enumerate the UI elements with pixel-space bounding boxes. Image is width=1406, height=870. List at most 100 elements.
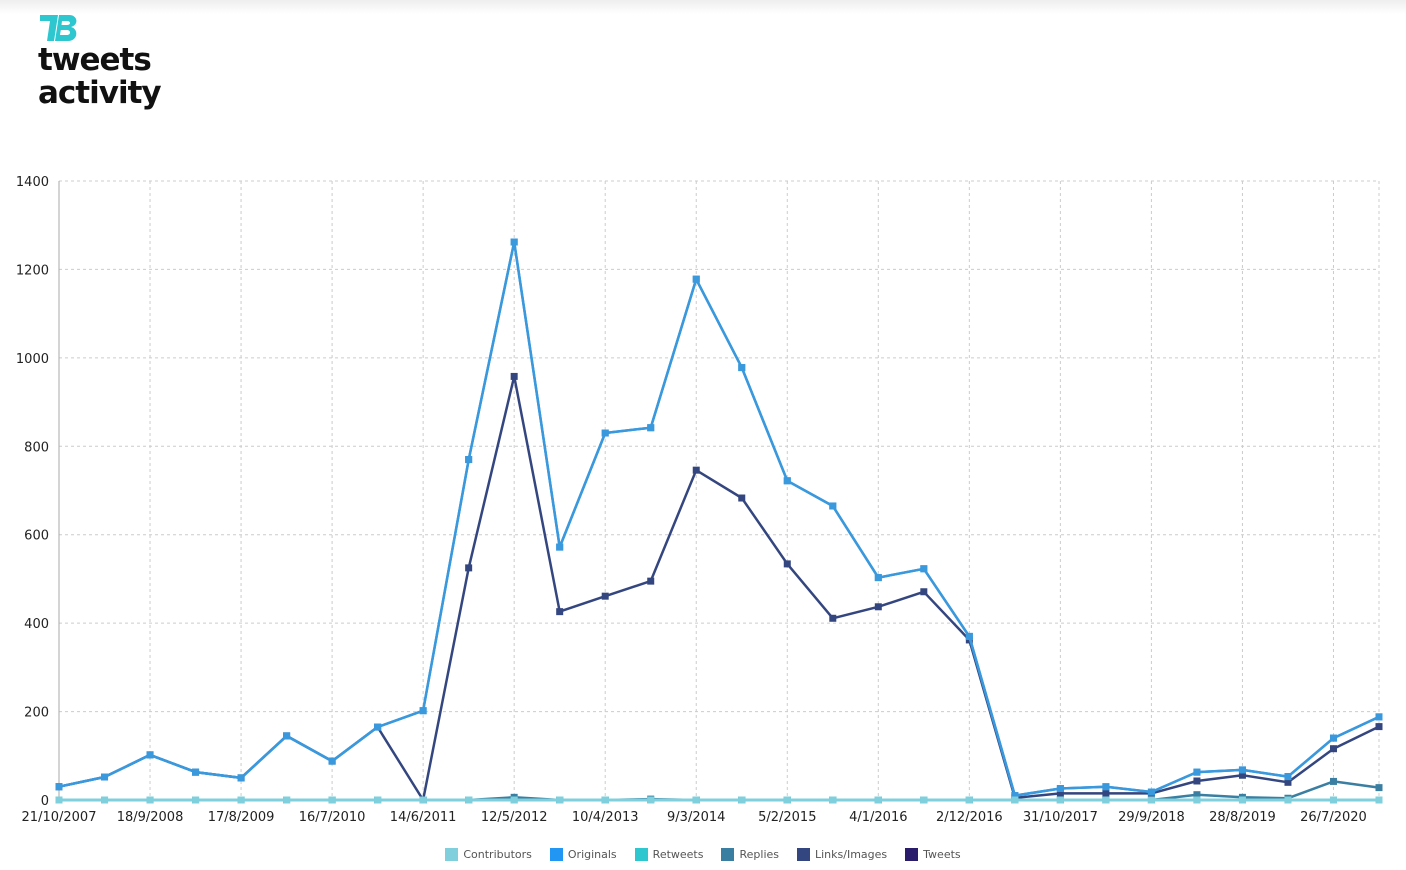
legend-swatch [445,848,459,861]
data-point-originals [374,723,382,731]
line-chart: 0 200 400 600 800 1000 1200 1400 21/10/2007 18/9/… [16,175,1383,825]
data-point-links-images [1284,778,1292,786]
x-tick-label: 2/12/2016 [936,810,1003,825]
data-point-links-images [1329,745,1337,753]
data-point-contributors [1011,796,1019,804]
y-tick-label: 1200 [16,263,49,278]
data-point-links-images [1193,777,1201,785]
data-point-originals [1102,783,1110,791]
data-point-originals [465,456,473,464]
x-tick-label: 29/9/2018 [1118,810,1185,825]
legend-label: Links/Images [815,848,888,861]
data-point-links-images [601,592,609,600]
data-point-contributors [1147,796,1155,804]
data-point-contributors [192,796,200,804]
series-contributors [55,796,1383,804]
data-point-contributors [1375,796,1383,804]
data-point-contributors [237,796,245,804]
legend-swatch [797,848,810,861]
data-point-links-images [465,564,473,572]
y-tick-label: 400 [24,617,49,632]
data-point-links-images [738,494,746,502]
data-point-originals [146,751,154,759]
legend-label: Tweets [923,848,961,861]
chart-axes: 0 200 400 600 800 1000 1200 1400 21/10/2007 18/9/… [16,175,1367,825]
data-point-links-images [647,577,655,585]
tb-logo-icon [40,15,77,41]
data-point-links-images [1056,789,1064,797]
legend-item-originals[interactable]: Originals [549,848,617,861]
data-point-links-images [692,466,700,474]
data-point-originals [419,707,427,715]
x-tick-label: 26/7/2020 [1300,810,1367,825]
data-point-originals [965,632,973,640]
data-point-originals [1056,785,1064,793]
data-point-links-images [1238,771,1246,779]
data-point-originals [237,774,245,782]
x-tick-label: 9/3/2014 [667,810,725,825]
x-tick-label: 5/2/2015 [758,810,816,825]
data-point-originals [874,574,882,582]
data-point-links-images [874,603,882,611]
data-point-contributors [1238,796,1246,804]
data-point-contributors [1284,796,1292,804]
y-tick-label: 1000 [16,352,49,367]
legend-label: Originals [567,848,617,861]
data-point-links-images [556,608,564,616]
data-point-contributors [328,796,336,804]
x-tick-label: 28/8/2019 [1209,810,1276,825]
data-point-replies [1193,791,1201,799]
legend-item-retweets[interactable]: Retweets [634,848,703,861]
data-point-links-images [1375,723,1383,731]
legend-label: Contributors [463,848,532,861]
x-tick-label: 17/8/2009 [208,810,275,825]
legend-item-contributors[interactable]: Contributors [445,848,532,861]
data-point-contributors [1102,796,1110,804]
x-tick-label: 31/10/2017 [1023,810,1098,825]
data-point-originals [1375,713,1383,721]
x-tick-label: 12/5/2012 [481,810,548,825]
data-point-originals [601,429,609,437]
legend-item-tweets[interactable]: Tweets [905,848,961,861]
data-point-originals [1147,788,1155,796]
data-point-contributors [692,796,700,804]
y-tick-label: 200 [24,706,49,721]
data-point-originals [55,783,63,791]
data-point-contributors [1193,796,1201,804]
data-point-originals [692,275,700,283]
legend-item-links-images[interactable]: Links/Images [797,848,887,861]
chart-series [55,238,1383,804]
data-point-replies [1329,777,1337,785]
y-tick-label: 0 [41,794,49,809]
data-point-originals [510,238,518,246]
data-point-contributors [965,796,973,804]
brand-logo[interactable]: tweets activity [38,12,162,111]
data-point-contributors [829,796,837,804]
data-point-links-images [510,372,518,380]
x-tick-label: 18/9/2008 [117,810,184,825]
data-point-contributors [465,796,473,804]
data-point-originals [829,502,837,510]
top-shadow-bar [0,0,1406,14]
legend-item-replies[interactable]: Replies [721,848,779,861]
data-point-contributors [783,796,791,804]
data-point-contributors [510,796,518,804]
chart-grid [58,180,1380,801]
data-point-originals [738,364,746,372]
data-point-originals [1329,734,1337,742]
legend-label: Replies [739,848,779,861]
brand-title-line2: activity [38,75,162,111]
x-tick-label: 16/7/2010 [299,810,366,825]
legend-swatch [549,848,563,861]
data-point-originals [1284,773,1292,781]
data-point-contributors [874,796,882,804]
data-point-contributors [738,796,746,804]
series-line-originals [58,240,1380,797]
data-point-originals [1193,768,1201,776]
data-point-replies [1375,784,1383,792]
data-point-originals [283,732,291,740]
series-links-images [55,372,1383,804]
brand-title-line1: tweets [38,42,152,78]
data-point-links-images [829,614,837,622]
data-point-originals [556,543,564,551]
